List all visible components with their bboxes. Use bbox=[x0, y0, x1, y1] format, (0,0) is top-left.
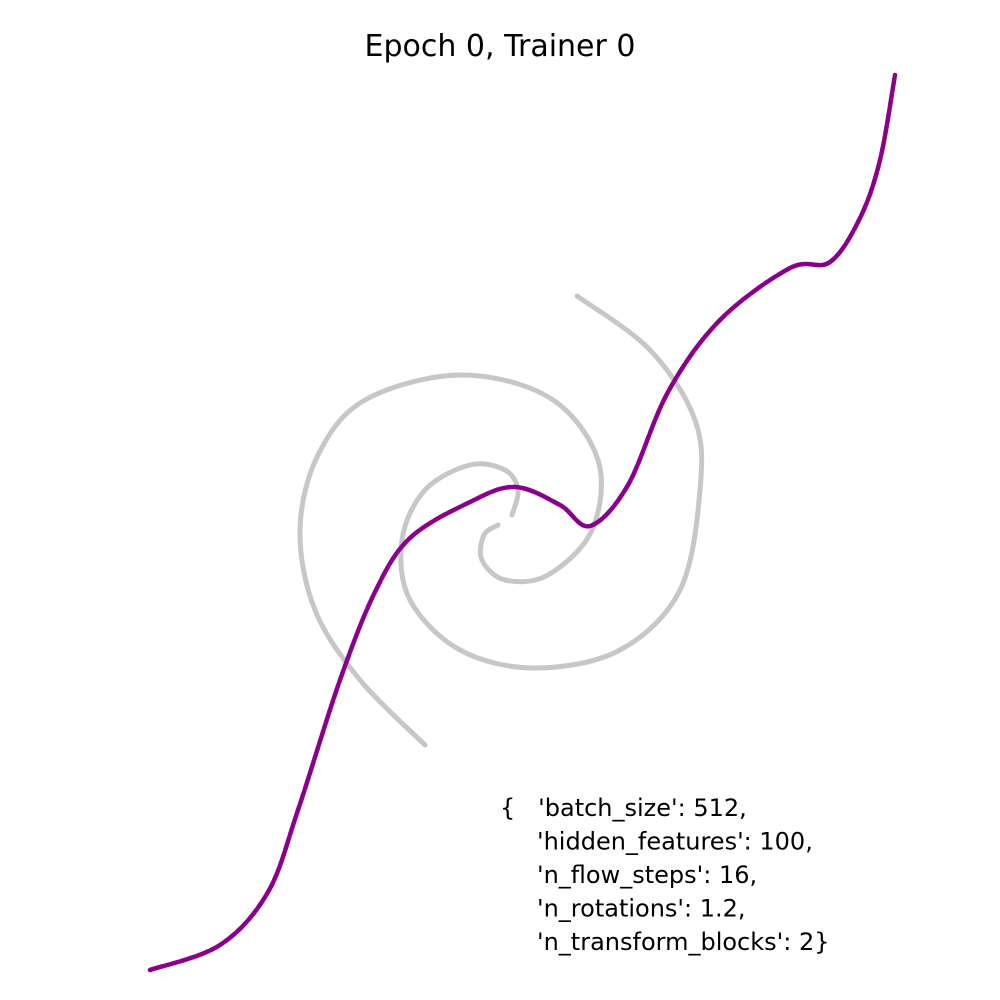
parameter-box: { 'batch_size': 512, 'hidden_features': 1… bbox=[500, 794, 830, 956]
figure-title: Epoch 0, Trainer 0 bbox=[365, 29, 636, 64]
parameter-line: 'hidden_features': 100, bbox=[537, 828, 813, 856]
parameter-line: 'n_transform_blocks': 2} bbox=[537, 928, 830, 956]
parameter-line: 'n_flow_steps': 16, bbox=[537, 861, 757, 889]
parameter-line: { 'batch_size': 512, bbox=[500, 794, 747, 822]
plot-area bbox=[147, 72, 898, 973]
sample-curve bbox=[147, 72, 898, 973]
spiral-arm bbox=[398, 293, 705, 671]
parameter-line: 'n_rotations': 1.2, bbox=[537, 895, 746, 923]
spiral-arm bbox=[297, 372, 604, 748]
